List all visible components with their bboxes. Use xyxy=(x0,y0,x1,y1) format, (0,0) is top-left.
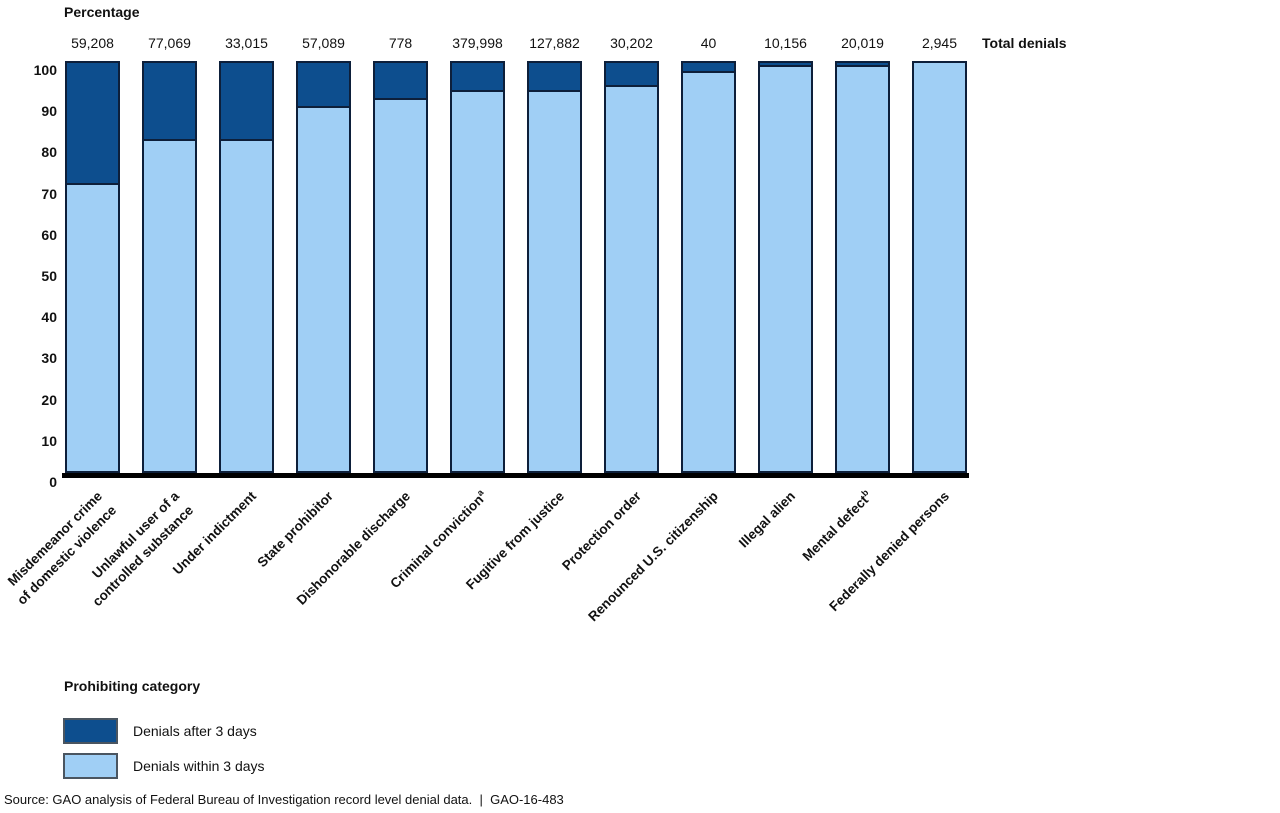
y-tick-label: 100 xyxy=(33,62,57,78)
stacked-bar xyxy=(219,61,274,473)
stacked-bar xyxy=(142,61,197,473)
bar-segment-denials-within-3-days xyxy=(606,87,657,471)
bar-segment-denials-after-3-days xyxy=(452,63,503,92)
bar-segment-denials-within-3-days xyxy=(67,185,118,471)
y-tick-label: 30 xyxy=(41,350,57,367)
stacked-bar xyxy=(604,61,659,473)
bar-segment-denials-after-3-days xyxy=(606,63,657,88)
total-denials-value: 10,156 xyxy=(764,35,807,51)
y-tick-label: 10 xyxy=(41,432,57,449)
total-denials-value: 30,202 xyxy=(610,35,653,51)
bar-segment-denials-within-3-days xyxy=(221,140,272,471)
y-tick-label: 20 xyxy=(41,391,57,408)
bar-segment-denials-within-3-days xyxy=(837,67,888,471)
stacked-bar xyxy=(527,61,582,473)
bar-segment-denials-within-3-days xyxy=(144,140,195,471)
y-tick-label: 70 xyxy=(41,185,57,202)
total-denials-value: 379,998 xyxy=(452,35,503,51)
total-denials-value: 127,882 xyxy=(529,35,580,51)
total-denials-value: 2,945 xyxy=(921,35,958,51)
total-denials-row-label: Total denials xyxy=(982,35,1067,51)
source-citation: Source: GAO analysis of Federal Bureau o… xyxy=(4,792,564,807)
total-denials-value: 40 xyxy=(700,35,717,51)
bar-segment-denials-within-3-days xyxy=(375,99,426,471)
y-tick-label: 80 xyxy=(41,144,57,161)
stacked-bar xyxy=(758,61,813,473)
total-denials-value: 59,208 xyxy=(71,35,114,51)
stacked-bar xyxy=(296,61,351,473)
legend-label-denials-within-3-days: Denials within 3 days xyxy=(133,758,265,774)
legend-swatch-denials-after-3-days xyxy=(63,718,118,744)
bar-segment-denials-after-3-days xyxy=(837,63,888,68)
bar-segment-denials-after-3-days xyxy=(683,63,734,74)
bar-segment-denials-within-3-days xyxy=(452,91,503,471)
y-tick-label: 90 xyxy=(41,103,57,120)
bar-segment-denials-after-3-days xyxy=(375,63,426,100)
y-tick-label: 50 xyxy=(41,268,57,284)
bar-segment-denials-after-3-days xyxy=(221,63,272,141)
bar-segment-denials-after-3-days xyxy=(298,63,349,108)
legend-label-denials-after-3-days: Denials after 3 days xyxy=(133,723,257,739)
bar-segment-denials-within-3-days xyxy=(298,107,349,471)
stacked-bar xyxy=(912,61,967,473)
bar-segment-denials-within-3-days xyxy=(683,73,734,471)
category-footnote-marker: a xyxy=(474,487,485,498)
bar-segment-denials-after-3-days xyxy=(760,63,811,68)
x-axis-line xyxy=(62,473,969,478)
bar-segment-denials-after-3-days xyxy=(144,63,195,141)
stacked-bar xyxy=(373,61,428,473)
stacked-bar xyxy=(681,61,736,473)
total-denials-value: 20,019 xyxy=(841,35,884,51)
bar-segment-denials-after-3-days xyxy=(67,63,118,186)
total-denials-value: 77,069 xyxy=(148,35,191,51)
bar-segment-denials-within-3-days xyxy=(529,91,580,471)
category-footnote-marker: b xyxy=(858,487,870,499)
stacked-bar xyxy=(450,61,505,473)
y-tick-label: 60 xyxy=(41,226,57,243)
stacked-bar xyxy=(835,61,890,473)
stacked-bar xyxy=(65,61,120,473)
total-denials-value: 778 xyxy=(388,35,413,51)
bar-segment-denials-within-3-days xyxy=(760,67,811,471)
y-tick-label: 0 xyxy=(49,474,57,490)
legend-swatch-denials-within-3-days xyxy=(63,753,118,779)
total-denials-value: 57,089 xyxy=(302,35,345,51)
y-tick-label: 40 xyxy=(41,309,57,326)
y-axis-title: Percentage xyxy=(64,4,140,20)
bar-segment-denials-after-3-days xyxy=(529,63,580,92)
bar-segment-denials-within-3-days xyxy=(914,63,965,471)
total-denials-value: 33,015 xyxy=(225,35,268,51)
x-axis-title: Prohibiting category xyxy=(64,678,201,694)
